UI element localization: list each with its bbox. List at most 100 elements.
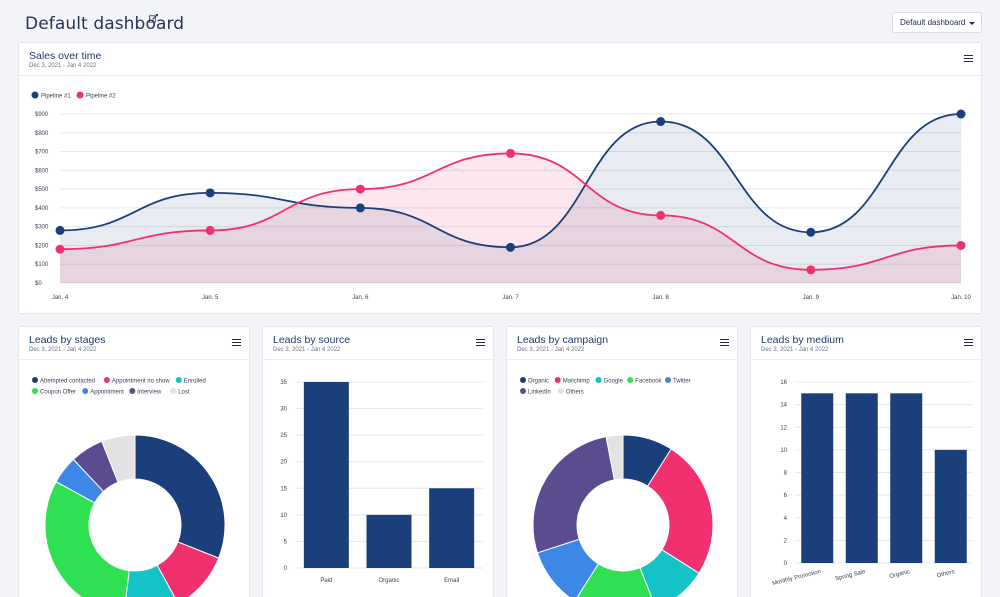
bar [429, 488, 475, 568]
sales-line-chart: Pipeline #1 Pipeline #2 $0 $100 $200 $300 $400… [31, 91, 972, 301]
y-tick-label: 20 [280, 460, 287, 466]
x-tick-label: Jan. 5 [202, 295, 219, 301]
campaign-donut-chart: Organic Mailchimp Google Facebook Twitter Lin… [520, 377, 714, 597]
card-title: Sales over time [29, 50, 102, 62]
bar [801, 393, 834, 563]
dashboard-select[interactable]: Default dashboard [892, 12, 982, 33]
card-divider [751, 359, 981, 360]
x-tick-label: Spring Sale [835, 569, 867, 582]
legend-label: Attempted contacted [40, 378, 95, 384]
card-date-range: Dec 3, 2021 - Jan 4 2022 [761, 347, 829, 353]
card-divider [19, 75, 981, 76]
legend-marker [31, 91, 39, 99]
legend-label: Appointment no show [112, 378, 170, 384]
data-point [506, 148, 515, 158]
data-point [205, 225, 215, 235]
y-tick-label: 10 [280, 513, 287, 519]
leads-by-campaign-card: Leads by campaign Dec 3, 2021 - Jan 4 20… [506, 326, 738, 597]
pie-slice [156, 541, 220, 597]
data-point [355, 203, 365, 213]
y-tick-label: 30 [280, 407, 287, 413]
y-tick-label: $100 [35, 262, 49, 268]
page-header: Default dashboard Default dashboard [0, 0, 1000, 42]
data-point [806, 227, 816, 237]
y-tick-label: 6 [784, 493, 788, 499]
y-tick-label: 8 [784, 471, 788, 477]
x-tick-label: Jan. 8 [652, 295, 669, 301]
data-point [55, 225, 65, 235]
pie-slice [532, 436, 615, 554]
hamburger-menu-icon[interactable] [720, 339, 729, 347]
card-title: Leads by medium [761, 334, 844, 346]
y-tick-label: $300 [35, 225, 49, 231]
y-tick-label: $400 [35, 206, 49, 212]
legend-marker [32, 388, 38, 394]
pie-slice [101, 434, 136, 483]
legend-label: Pipeline #1 [41, 94, 71, 100]
card-divider [19, 359, 249, 360]
legend-label: Lost [178, 389, 190, 395]
data-point [956, 109, 966, 119]
legend-label: Interview [137, 389, 162, 395]
card-date-range: Dec 3, 2021 - Jan 4 2022 [273, 347, 341, 353]
legend-label: Twitter [673, 378, 691, 384]
y-tick-label: 4 [784, 516, 788, 522]
data-point [806, 265, 816, 275]
hamburger-menu-icon[interactable] [964, 339, 973, 347]
legend-label: Coupon Offer [40, 389, 76, 395]
pie-slice [646, 448, 714, 574]
card-date-range: Dec 3, 2021 - Jan 4 2022 [29, 63, 97, 69]
card-title: Leads by campaign [517, 334, 609, 346]
y-tick-label: 35 [280, 380, 287, 386]
hamburger-menu-icon[interactable] [964, 55, 973, 63]
legend-marker [82, 388, 89, 394]
legend-label: Appointment [90, 389, 124, 395]
bar [934, 449, 967, 563]
legend-label: Facebook [635, 378, 662, 384]
legend-marker [175, 377, 182, 383]
leads-by-medium-card: Leads by medium Dec 3, 2021 - Jan 4 2022… [750, 326, 982, 597]
pie-slice [134, 434, 226, 559]
data-point [956, 240, 966, 250]
card-divider [507, 359, 737, 360]
leads-by-stages-card: Leads by stages Dec 3, 2021 - Jan 4 2022… [18, 326, 250, 597]
legend-marker [76, 91, 84, 99]
dashboard-select-label: Default dashboard [900, 18, 966, 27]
y-tick-label: 5 [284, 539, 288, 545]
pie-slice [44, 480, 130, 597]
data-point [55, 244, 65, 254]
series-area [60, 114, 961, 283]
series-area [60, 153, 961, 283]
x-tick-label: Email [444, 578, 459, 584]
leads-by-source-card: Leads by source Dec 3, 2021 - Jan 4 2022… [262, 326, 494, 597]
legend-marker [595, 377, 602, 383]
x-tick-label: Others [936, 569, 955, 579]
x-tick-label: Jan. 4 [52, 295, 69, 301]
chevron-down-icon [969, 22, 975, 25]
data-point [355, 184, 365, 194]
hamburger-menu-icon[interactable] [232, 339, 241, 347]
hamburger-menu-icon[interactable] [476, 339, 485, 347]
pie-slice [125, 564, 176, 597]
series-line [59, 113, 962, 249]
x-tick-label: Jan. 7 [502, 295, 519, 301]
sales-over-time-card: Sales over time Dec 3, 2021 - Jan 4 2022… [18, 42, 982, 314]
y-tick-label: $0 [35, 281, 42, 287]
x-tick-label: Jan. 10 [951, 295, 971, 301]
card-date-range: Dec 3, 2021 - Jan 4 2022 [29, 347, 97, 353]
edit-icon[interactable] [149, 14, 158, 23]
y-tick-label: 0 [284, 566, 288, 572]
stages-donut-chart: Attempted contacted Appointment no show En… [32, 377, 226, 597]
legend-marker [170, 388, 177, 394]
legend-marker [520, 377, 526, 383]
card-title: Leads by stages [29, 334, 106, 346]
data-point [656, 117, 666, 127]
y-tick-label: $700 [35, 150, 49, 156]
card-date-range: Dec 3, 2021 - Jan 4 2022 [517, 347, 585, 353]
x-tick-label: Jan. 6 [352, 295, 369, 301]
bar [303, 382, 349, 568]
x-tick-label: Jan. 9 [803, 295, 820, 301]
source-bar-chart: 0 5 10 15 20 25 30 35 Paid Organic Email [280, 380, 483, 584]
x-tick-label: Organic [889, 569, 911, 580]
legend-label: LinkedIn [528, 389, 551, 395]
